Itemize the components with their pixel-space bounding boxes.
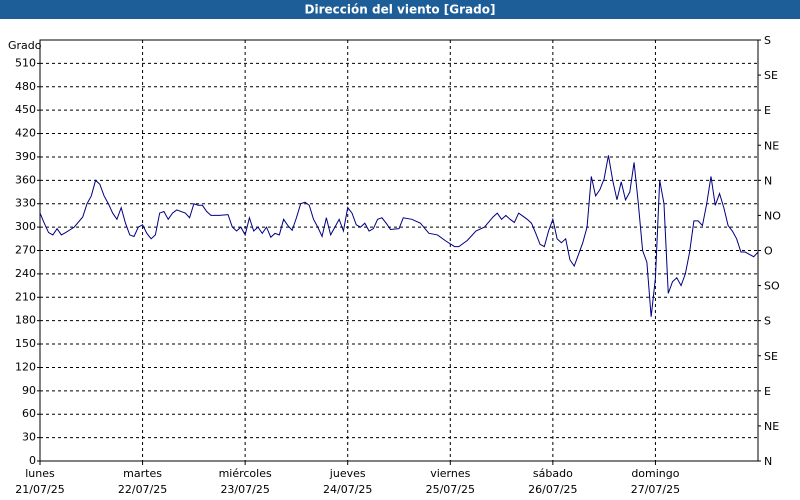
- y-tick-label: 90: [22, 384, 36, 397]
- x-tick-label: domingo: [631, 467, 679, 480]
- y-tick-label: 150: [15, 337, 36, 350]
- y-tick-label: 330: [15, 197, 36, 210]
- x-tick-label: lunes: [25, 467, 55, 480]
- y2-tick-label: O: [764, 245, 773, 258]
- y-tick-label: 210: [15, 290, 36, 303]
- y-tick-label: 0: [29, 454, 36, 467]
- y2-tick-label: S: [764, 315, 771, 328]
- y2-tick-label: N: [764, 455, 772, 468]
- y2-tick-label: NE: [764, 139, 779, 152]
- y2-tick-label: S: [764, 34, 771, 47]
- y2-tick-label: NE: [764, 420, 779, 433]
- x-tick-label: miércoles: [219, 467, 272, 480]
- x-tick-date: 21/07/25: [15, 483, 64, 496]
- y-tick-label: 390: [15, 150, 36, 163]
- y2-tick-label: N: [764, 174, 772, 187]
- y-tick-label: 510: [15, 56, 36, 69]
- y-tick-label: 240: [15, 267, 36, 280]
- y-tick-label: 450: [15, 103, 36, 116]
- x-tick-label: sábado: [533, 467, 573, 480]
- y-tick-label: 30: [22, 431, 36, 444]
- x-tick-label: jueves: [329, 467, 366, 480]
- y-tick-label: 120: [15, 360, 36, 373]
- data-line: [39, 155, 759, 317]
- x-tick-date: 25/07/25: [426, 483, 475, 496]
- y2-tick-label: E: [764, 385, 771, 398]
- y-axis-label: Grado: [8, 39, 42, 52]
- x-tick-date: 23/07/25: [220, 483, 269, 496]
- chart-title: Dirección del viento [Grado]: [305, 3, 496, 17]
- title-bar: [0, 0, 800, 19]
- y-tick-label: 420: [15, 127, 36, 140]
- x-tick-date: 26/07/25: [528, 483, 577, 496]
- x-tick-date: 27/07/25: [631, 483, 680, 496]
- plot-frame: [39, 39, 759, 462]
- x-tick-date: 24/07/25: [323, 483, 372, 496]
- y2-tick-label: SO: [764, 280, 780, 293]
- x-tick-date: 22/07/25: [118, 483, 167, 496]
- y2-tick-label: SE: [764, 350, 778, 363]
- x-tick-label: martes: [123, 467, 162, 480]
- y2-tick-label: NO: [764, 209, 781, 222]
- y-tick-label: 360: [15, 173, 36, 186]
- y2-tick-label: E: [764, 104, 771, 117]
- y-tick-label: 60: [22, 407, 36, 420]
- y-tick-label: 300: [15, 220, 36, 233]
- y-tick-label: 480: [15, 80, 36, 93]
- y-tick-label: 180: [15, 314, 36, 327]
- x-tick-label: viernes: [430, 467, 470, 480]
- y-tick-label: 270: [15, 244, 36, 257]
- y2-tick-label: SE: [764, 69, 778, 82]
